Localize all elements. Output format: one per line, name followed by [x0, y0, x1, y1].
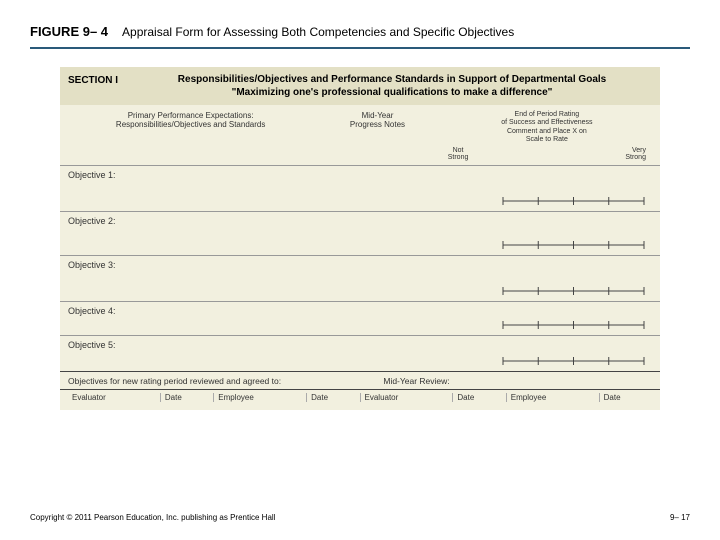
objective-label: Objective 4:	[68, 306, 652, 316]
sig-date-1: Date	[161, 393, 214, 402]
scale-left-1: Not	[448, 147, 469, 154]
col2-line1: Mid-Year	[313, 111, 441, 120]
scale-right-1: Very	[625, 147, 646, 154]
col3-line3: Comment and Place X on	[442, 128, 652, 136]
header-rule	[30, 47, 690, 49]
appraisal-form: SECTION I Responsibilities/Objectives an…	[60, 67, 660, 410]
objective-row: Objective 5:	[60, 335, 660, 371]
objective-row: Objective 4:	[60, 301, 660, 335]
figure-title: Appraisal Form for Assessing Both Compet…	[122, 25, 514, 39]
col3-line2: of Success and Effectiveness	[442, 119, 652, 127]
rating-scale[interactable]	[501, 353, 646, 367]
section-title-line1: Responsibilities/Objectives and Performa…	[132, 73, 652, 86]
col1-line2: Responsibilities/Objectives and Standard…	[68, 120, 313, 129]
copyright: Copyright © 2011 Pearson Education, Inc.…	[30, 513, 275, 522]
figure-header: FIGURE 9– 4 Appraisal Form for Assessing…	[0, 0, 720, 47]
objective-row: Objective 2:	[60, 211, 660, 255]
col3-line1: End of Period Rating	[442, 111, 652, 119]
scale-right: Very Strong	[625, 147, 646, 161]
scale-left-2: Strong	[448, 154, 469, 161]
objective-label: Objective 1:	[68, 170, 652, 180]
col3-line4: Scale to Rate	[442, 136, 652, 144]
objective-row: Objective 3:	[60, 255, 660, 301]
sig-date-3: Date	[453, 393, 506, 402]
scale-end-labels: Not Strong Very Strong	[442, 147, 652, 161]
sig-evaluator-1: Evaluator	[68, 393, 161, 402]
col-primary: Primary Performance Expectations: Respon…	[68, 111, 313, 161]
bottom-bar: Objectives for new rating period reviewe…	[60, 371, 660, 389]
figure-number: FIGURE 9– 4	[30, 24, 108, 39]
section-label: SECTION I	[68, 73, 118, 86]
objective-row: Objective 1:	[60, 165, 660, 211]
objective-label: Objective 3:	[68, 260, 652, 270]
page-number: 9– 17	[670, 513, 690, 522]
column-headers: Primary Performance Expectations: Respon…	[60, 105, 660, 165]
objectives-list: Objective 1: Objective 2: Objective 3: O…	[60, 165, 660, 371]
col2-line2: Progress Notes	[313, 120, 441, 129]
rating-scale[interactable]	[501, 317, 646, 331]
sig-evaluator-2: Evaluator	[361, 393, 454, 402]
col-midyear: Mid-Year Progress Notes	[313, 111, 441, 161]
sig-employee-2: Employee	[507, 393, 600, 402]
section-header: SECTION I Responsibilities/Objectives an…	[60, 67, 660, 105]
signature-row: Evaluator Date Employee Date Evaluator D…	[60, 389, 660, 410]
section-title: Responsibilities/Objectives and Performa…	[132, 73, 652, 99]
section-title-line2: "Maximizing one's professional qualifica…	[132, 86, 652, 99]
scale-right-2: Strong	[625, 154, 646, 161]
sig-employee-1: Employee	[214, 393, 307, 402]
bottom-right-label: Mid-Year Review:	[383, 376, 652, 386]
rating-scale[interactable]	[501, 193, 646, 207]
scale-left: Not Strong	[448, 147, 469, 161]
sig-date-4: Date	[600, 393, 652, 402]
col-rating: End of Period Rating of Success and Effe…	[442, 111, 652, 161]
rating-scale[interactable]	[501, 283, 646, 297]
col1-line1: Primary Performance Expectations:	[68, 111, 313, 120]
objective-label: Objective 2:	[68, 216, 652, 226]
sig-date-2: Date	[307, 393, 360, 402]
bottom-left-label: Objectives for new rating period reviewe…	[68, 376, 383, 386]
objective-label: Objective 5:	[68, 340, 652, 350]
rating-scale[interactable]	[501, 237, 646, 251]
